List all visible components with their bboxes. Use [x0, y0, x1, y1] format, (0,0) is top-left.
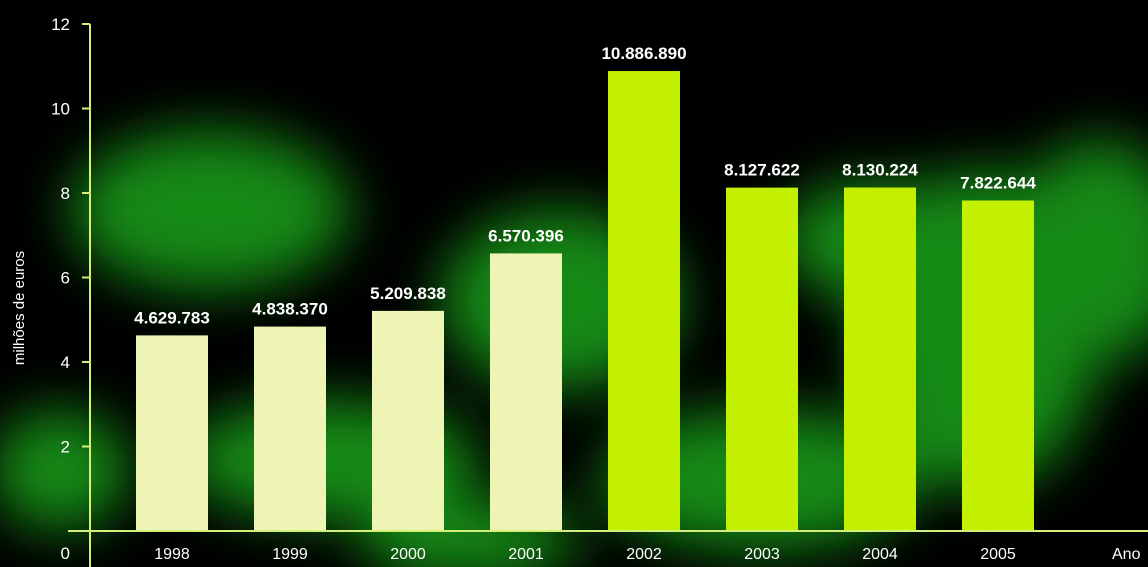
y-tick-label-6: 6: [61, 269, 70, 288]
bar-series: 4.629.783 1998 4.838.370 1999 5.209.838 2000 6…: [134, 44, 1036, 563]
bar-2003: [726, 187, 798, 531]
y-axis-title: milhões de euros: [11, 251, 28, 365]
y-tick-label-2: 2: [61, 438, 70, 457]
glow-blob: [1010, 140, 1148, 360]
bar-2001: [490, 253, 562, 532]
value-label-2002: 10.886.890: [601, 44, 686, 63]
value-label-1998: 4.629.783: [134, 308, 210, 327]
x-tick-label-2003: 2003: [744, 546, 780, 563]
value-label-2001: 6.570.396: [488, 226, 564, 245]
x-tick-label-2001: 2001: [508, 546, 544, 563]
value-label-2000: 5.209.838: [370, 284, 446, 303]
bar-1998: [136, 335, 208, 531]
y-tick-label-4: 4: [61, 353, 70, 372]
x-axis-title: Ano: [1112, 546, 1141, 563]
x-tick-label-2004: 2004: [862, 546, 898, 563]
x-tick-label-2005: 2005: [980, 546, 1016, 563]
glow-blob: [0, 410, 130, 530]
bar-2004: [844, 187, 916, 531]
x-tick-label-2002: 2002: [626, 546, 662, 563]
bar-2000: [372, 310, 444, 531]
value-label-2004: 8.130.224: [842, 160, 918, 179]
glow-blob: [70, 130, 350, 290]
y-tick-label-8: 8: [61, 184, 70, 203]
axes: 0 2 4 6 8 10 12: [51, 15, 1148, 567]
value-label-1999: 4.838.370: [252, 300, 328, 319]
value-label-2003: 8.127.622: [724, 161, 800, 180]
y-tick-label-12: 12: [51, 15, 70, 34]
y-tick-label-10: 10: [51, 100, 70, 119]
x-tick-label-2000: 2000: [390, 546, 426, 563]
x-tick-label-1999: 1999: [272, 546, 308, 563]
value-label-2005: 7.822.644: [960, 173, 1036, 192]
y-tick-label-0: 0: [61, 544, 70, 563]
bar-1999: [254, 326, 326, 531]
bar-2002: [608, 71, 680, 531]
x-tick-label-1998: 1998: [154, 546, 190, 563]
bar-2005: [962, 200, 1034, 531]
